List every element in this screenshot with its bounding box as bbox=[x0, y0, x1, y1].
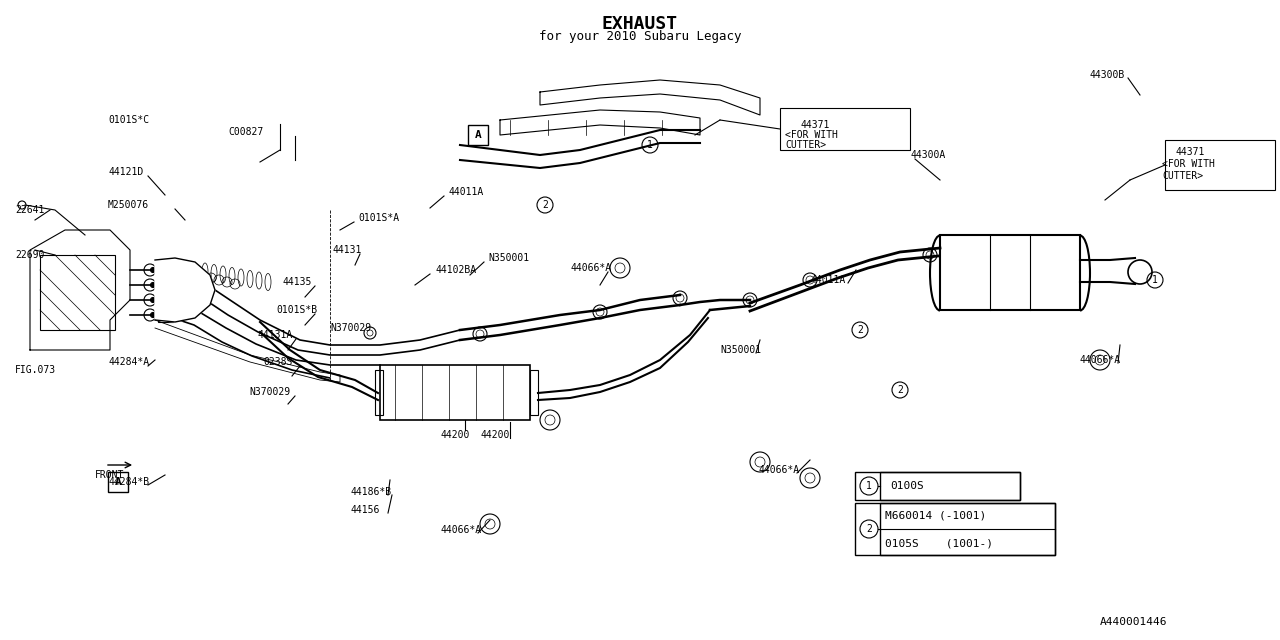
Text: 1: 1 bbox=[1152, 275, 1158, 285]
Text: 44186*B: 44186*B bbox=[349, 487, 392, 497]
Circle shape bbox=[151, 268, 155, 273]
Text: 0101S*A: 0101S*A bbox=[358, 213, 399, 223]
Text: FIG.073: FIG.073 bbox=[15, 365, 56, 375]
Circle shape bbox=[151, 312, 155, 317]
Polygon shape bbox=[155, 258, 215, 322]
Text: <FOR WITH: <FOR WITH bbox=[1162, 159, 1215, 169]
Text: A: A bbox=[475, 130, 481, 140]
Text: 2: 2 bbox=[541, 200, 548, 210]
Bar bbox=[530, 370, 538, 415]
Bar bbox=[881, 472, 1020, 500]
Text: EXHAUST: EXHAUST bbox=[602, 15, 678, 33]
Text: 1: 1 bbox=[867, 481, 872, 491]
Text: N350001: N350001 bbox=[488, 253, 529, 263]
Bar bbox=[855, 472, 1020, 500]
Text: C00827: C00827 bbox=[228, 127, 264, 137]
Text: 44121D: 44121D bbox=[108, 167, 143, 177]
Text: 44284*A: 44284*A bbox=[108, 357, 150, 367]
Text: 0105S    (1001-): 0105S (1001-) bbox=[884, 538, 993, 548]
Bar bbox=[375, 370, 383, 415]
Circle shape bbox=[151, 282, 155, 287]
Text: 44066*A: 44066*A bbox=[570, 263, 611, 273]
Text: 44131A: 44131A bbox=[257, 330, 292, 340]
Bar bbox=[881, 503, 1055, 555]
Text: FRONT: FRONT bbox=[95, 470, 124, 480]
Text: 44066*A: 44066*A bbox=[758, 465, 799, 475]
Text: 0101S*B: 0101S*B bbox=[276, 305, 317, 315]
Text: 0238S: 0238S bbox=[262, 357, 292, 367]
Bar bbox=[468, 125, 488, 145]
Text: 1: 1 bbox=[648, 140, 653, 150]
Bar bbox=[157, 264, 173, 322]
Text: 44284*B: 44284*B bbox=[108, 477, 150, 487]
Text: 44011A: 44011A bbox=[810, 275, 845, 285]
Text: N370029: N370029 bbox=[330, 323, 371, 333]
Text: 44066*A: 44066*A bbox=[440, 525, 481, 535]
Bar bbox=[780, 108, 910, 150]
Bar bbox=[40, 255, 115, 330]
Text: M660014 (-1001): M660014 (-1001) bbox=[884, 511, 987, 521]
Text: 44300A: 44300A bbox=[910, 150, 945, 160]
Bar bbox=[380, 365, 530, 420]
Text: M250076: M250076 bbox=[108, 200, 150, 210]
Text: CUTTER>: CUTTER> bbox=[1162, 171, 1203, 181]
Text: 44156: 44156 bbox=[349, 505, 379, 515]
Text: 22641: 22641 bbox=[15, 205, 45, 215]
Text: 2: 2 bbox=[867, 524, 872, 534]
Text: 22690: 22690 bbox=[15, 250, 45, 260]
Text: 44102BA: 44102BA bbox=[435, 265, 476, 275]
Text: 2: 2 bbox=[858, 325, 863, 335]
Text: 44371: 44371 bbox=[800, 120, 829, 130]
Text: 44200: 44200 bbox=[440, 430, 470, 440]
Text: 44011A: 44011A bbox=[448, 187, 484, 197]
Text: 2: 2 bbox=[897, 385, 902, 395]
Text: 44300B: 44300B bbox=[1091, 70, 1125, 80]
Text: 44135: 44135 bbox=[282, 277, 311, 287]
Text: 44131: 44131 bbox=[332, 245, 361, 255]
Text: 44066*A: 44066*A bbox=[1080, 355, 1121, 365]
Text: A440001446: A440001446 bbox=[1100, 617, 1167, 627]
Text: <FOR WITH: <FOR WITH bbox=[785, 130, 838, 140]
Text: 0101S*C: 0101S*C bbox=[108, 115, 150, 125]
Text: 44200: 44200 bbox=[480, 430, 509, 440]
Text: N350001: N350001 bbox=[721, 345, 762, 355]
Bar bbox=[1165, 140, 1275, 190]
Bar bbox=[940, 235, 1080, 310]
Text: A: A bbox=[115, 477, 122, 487]
Text: 0100S: 0100S bbox=[890, 481, 924, 491]
Circle shape bbox=[151, 298, 155, 303]
Bar bbox=[108, 472, 128, 492]
Bar bbox=[855, 503, 1055, 555]
Text: N370029: N370029 bbox=[250, 387, 291, 397]
Text: 44371: 44371 bbox=[1175, 147, 1204, 157]
Text: for your 2010 Subaru Legacy: for your 2010 Subaru Legacy bbox=[539, 30, 741, 43]
Text: CUTTER>: CUTTER> bbox=[785, 140, 826, 150]
